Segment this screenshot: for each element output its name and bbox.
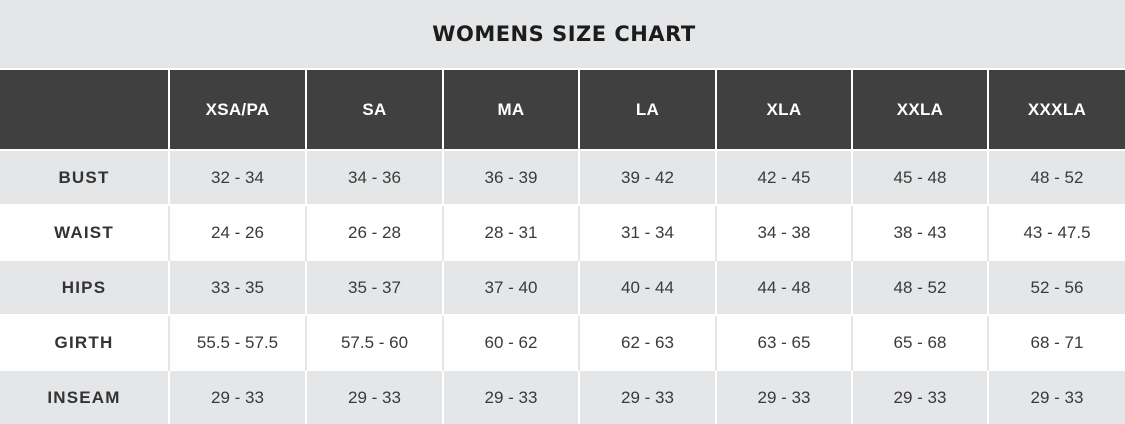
- table-cell: 48 - 52: [851, 259, 988, 315]
- row-label-hips: HIPS: [0, 259, 169, 315]
- header-row: XSA/PA SA MA LA XLA XXLA XXXLA: [0, 68, 1125, 150]
- table-row: BUST 32 - 34 34 - 36 36 - 39 39 - 42 42 …: [0, 149, 1125, 205]
- chart-title: WOMENS SIZE CHART: [432, 22, 696, 46]
- table-cell: 62 - 63: [578, 314, 716, 370]
- table-row: WAIST 24 - 26 26 - 28 28 - 31 31 - 34 34…: [0, 204, 1125, 260]
- table-cell: 39 - 42: [578, 149, 716, 205]
- table-cell: 55.5 - 57.5: [168, 314, 306, 370]
- table-cell: 36 - 39: [442, 149, 579, 205]
- table-cell: 40 - 44: [578, 259, 716, 315]
- table-cell: 29 - 33: [578, 369, 716, 424]
- size-header-xsa-pa: XSA/PA: [168, 68, 306, 150]
- table-row: GIRTH 55.5 - 57.5 57.5 - 60 60 - 62 62 -…: [0, 314, 1125, 370]
- table-cell: 32 - 34: [168, 149, 306, 205]
- table-cell: 68 - 71: [987, 314, 1125, 370]
- table-cell: 57.5 - 60: [305, 314, 443, 370]
- table-row: HIPS 33 - 35 35 - 37 37 - 40 40 - 44 44 …: [0, 259, 1125, 315]
- size-header-xxla: XXLA: [851, 68, 988, 150]
- table-cell: 28 - 31: [442, 204, 579, 260]
- table-cell: 33 - 35: [168, 259, 306, 315]
- row-label-girth: GIRTH: [0, 314, 169, 370]
- table-cell: 37 - 40: [442, 259, 579, 315]
- table-cell: 26 - 28: [305, 204, 443, 260]
- table-cell: 34 - 36: [305, 149, 443, 205]
- title-bar: WOMENS SIZE CHART: [0, 0, 1125, 68]
- table-cell: 48 - 52: [987, 149, 1125, 205]
- table-cell: 38 - 43: [851, 204, 988, 260]
- table-cell: 34 - 38: [715, 204, 852, 260]
- table-cell: 29 - 33: [715, 369, 852, 424]
- table-cell: 29 - 33: [305, 369, 443, 424]
- table-cell: 29 - 33: [168, 369, 306, 424]
- table-cell: 29 - 33: [987, 369, 1125, 424]
- table-cell: 63 - 65: [715, 314, 852, 370]
- table-cell: 60 - 62: [442, 314, 579, 370]
- table-row: INSEAM 29 - 33 29 - 33 29 - 33 29 - 33 2…: [0, 369, 1125, 424]
- row-label-bust: BUST: [0, 149, 169, 205]
- row-label-inseam: INSEAM: [0, 369, 169, 424]
- corner-cell: [0, 68, 169, 150]
- size-header-xxxla: XXXLA: [987, 68, 1125, 150]
- row-label-waist: WAIST: [0, 204, 169, 260]
- table-cell: 65 - 68: [851, 314, 988, 370]
- table-cell: 29 - 33: [851, 369, 988, 424]
- size-header-sa: SA: [305, 68, 443, 150]
- size-table: XSA/PA SA MA LA XLA XXLA XXXLA BUST 32 -…: [0, 68, 1125, 424]
- table-cell: 43 - 47.5: [987, 204, 1125, 260]
- table-cell: 44 - 48: [715, 259, 852, 315]
- table-cell: 52 - 56: [987, 259, 1125, 315]
- size-header-la: LA: [578, 68, 716, 150]
- size-header-ma: MA: [442, 68, 579, 150]
- table-cell: 45 - 48: [851, 149, 988, 205]
- table-cell: 31 - 34: [578, 204, 716, 260]
- table-cell: 29 - 33: [442, 369, 579, 424]
- table-cell: 24 - 26: [168, 204, 306, 260]
- table-cell: 35 - 37: [305, 259, 443, 315]
- size-header-xla: XLA: [715, 68, 852, 150]
- table-cell: 42 - 45: [715, 149, 852, 205]
